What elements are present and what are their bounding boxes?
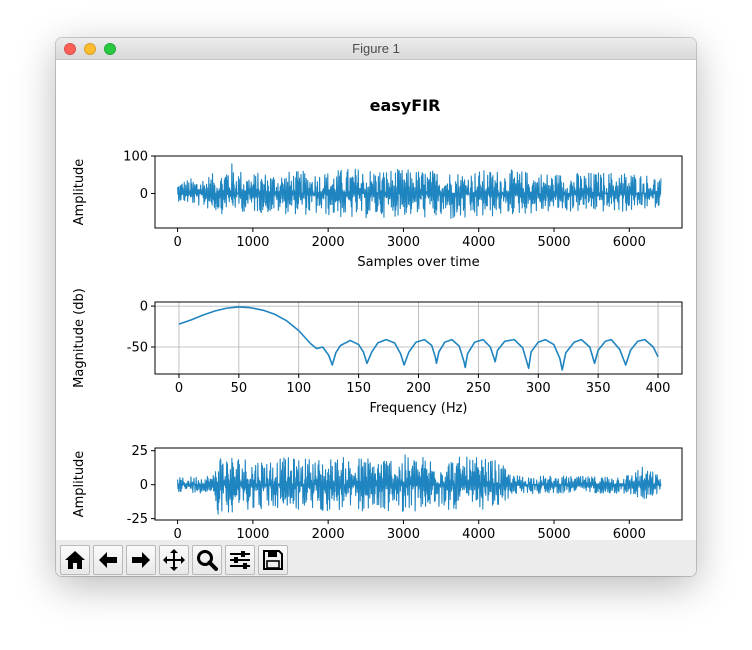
series-line bbox=[178, 306, 659, 371]
series-line bbox=[177, 163, 662, 219]
home-icon bbox=[65, 551, 85, 569]
x-tick-label: 4000 bbox=[462, 527, 495, 540]
zoom-button[interactable] bbox=[192, 545, 222, 575]
arrow-right-icon bbox=[132, 552, 150, 568]
close-window-button[interactable] bbox=[64, 43, 76, 55]
y-axis-label: Magnitude (db) bbox=[72, 288, 87, 388]
window-title: Figure 1 bbox=[352, 41, 400, 56]
axes-frame bbox=[154, 447, 683, 521]
series-line bbox=[177, 454, 662, 515]
title-bar[interactable]: Figure 1 bbox=[56, 38, 696, 60]
y-tick-label: 0 bbox=[140, 478, 148, 493]
y-tick-label: 0 bbox=[140, 300, 148, 315]
x-tick-label: 100 bbox=[286, 381, 311, 396]
x-tick-label: 5000 bbox=[537, 235, 570, 250]
x-tick-label: 300 bbox=[526, 381, 551, 396]
maximize-window-button[interactable] bbox=[104, 43, 116, 55]
x-tick-label: 0 bbox=[173, 527, 181, 540]
arrow-left-icon bbox=[99, 552, 117, 568]
minimize-window-button[interactable] bbox=[84, 43, 96, 55]
x-tick-label: 50 bbox=[231, 381, 248, 396]
x-tick-label: 250 bbox=[466, 381, 491, 396]
y-tick-label: 100 bbox=[123, 150, 148, 165]
x-tick-label: 400 bbox=[646, 381, 671, 396]
y-axis-label: Amplitude bbox=[72, 159, 87, 226]
x-axis-label: Frequency (Hz) bbox=[369, 401, 467, 416]
navigation-toolbar bbox=[56, 540, 696, 576]
y-tick-label: -50 bbox=[127, 341, 148, 356]
configure-subplots-button[interactable] bbox=[225, 545, 255, 575]
x-tick-label: 150 bbox=[346, 381, 371, 396]
figure-suptitle: easyFIR bbox=[370, 96, 441, 115]
x-tick-label: 5000 bbox=[537, 527, 570, 540]
figure-window: Figure 1 easyFIR 0 1000 2000 3000 4000 5000 600… bbox=[56, 38, 696, 576]
x-tick-label: 0 bbox=[175, 381, 183, 396]
x-tick-label: 2000 bbox=[312, 235, 345, 250]
x-tick-label: 2000 bbox=[312, 527, 345, 540]
pan-button[interactable] bbox=[159, 545, 189, 575]
x-tick-label: 3000 bbox=[387, 527, 420, 540]
x-tick-label: 6000 bbox=[613, 527, 646, 540]
y-tick-label: 0 bbox=[140, 187, 148, 202]
axes-frame bbox=[154, 155, 683, 229]
forward-button[interactable] bbox=[126, 545, 156, 575]
y-tick-label: -25 bbox=[127, 512, 148, 527]
x-tick-label: 1000 bbox=[236, 235, 269, 250]
floppy-disk-icon bbox=[263, 550, 283, 570]
back-button[interactable] bbox=[93, 545, 123, 575]
y-tick-label: 25 bbox=[131, 444, 148, 459]
magnifier-icon bbox=[197, 550, 218, 571]
x-tick-label: 200 bbox=[406, 381, 431, 396]
figure-canvas[interactable]: easyFIR 0 1000 2000 3000 4000 5000 6000 0 100 Samp… bbox=[56, 60, 696, 540]
home-button[interactable] bbox=[60, 545, 90, 575]
x-tick-label: 4000 bbox=[462, 235, 495, 250]
x-tick-label: 350 bbox=[586, 381, 611, 396]
y-axis-label: Amplitude bbox=[72, 451, 87, 518]
x-tick-label: 1000 bbox=[236, 527, 269, 540]
save-button[interactable] bbox=[258, 545, 288, 575]
x-tick-label: 6000 bbox=[613, 235, 646, 250]
x-tick-label: 0 bbox=[173, 235, 181, 250]
move-icon bbox=[163, 549, 185, 571]
x-tick-label: 3000 bbox=[387, 235, 420, 250]
sliders-icon bbox=[230, 551, 250, 569]
x-axis-label: Samples over time bbox=[357, 255, 479, 270]
